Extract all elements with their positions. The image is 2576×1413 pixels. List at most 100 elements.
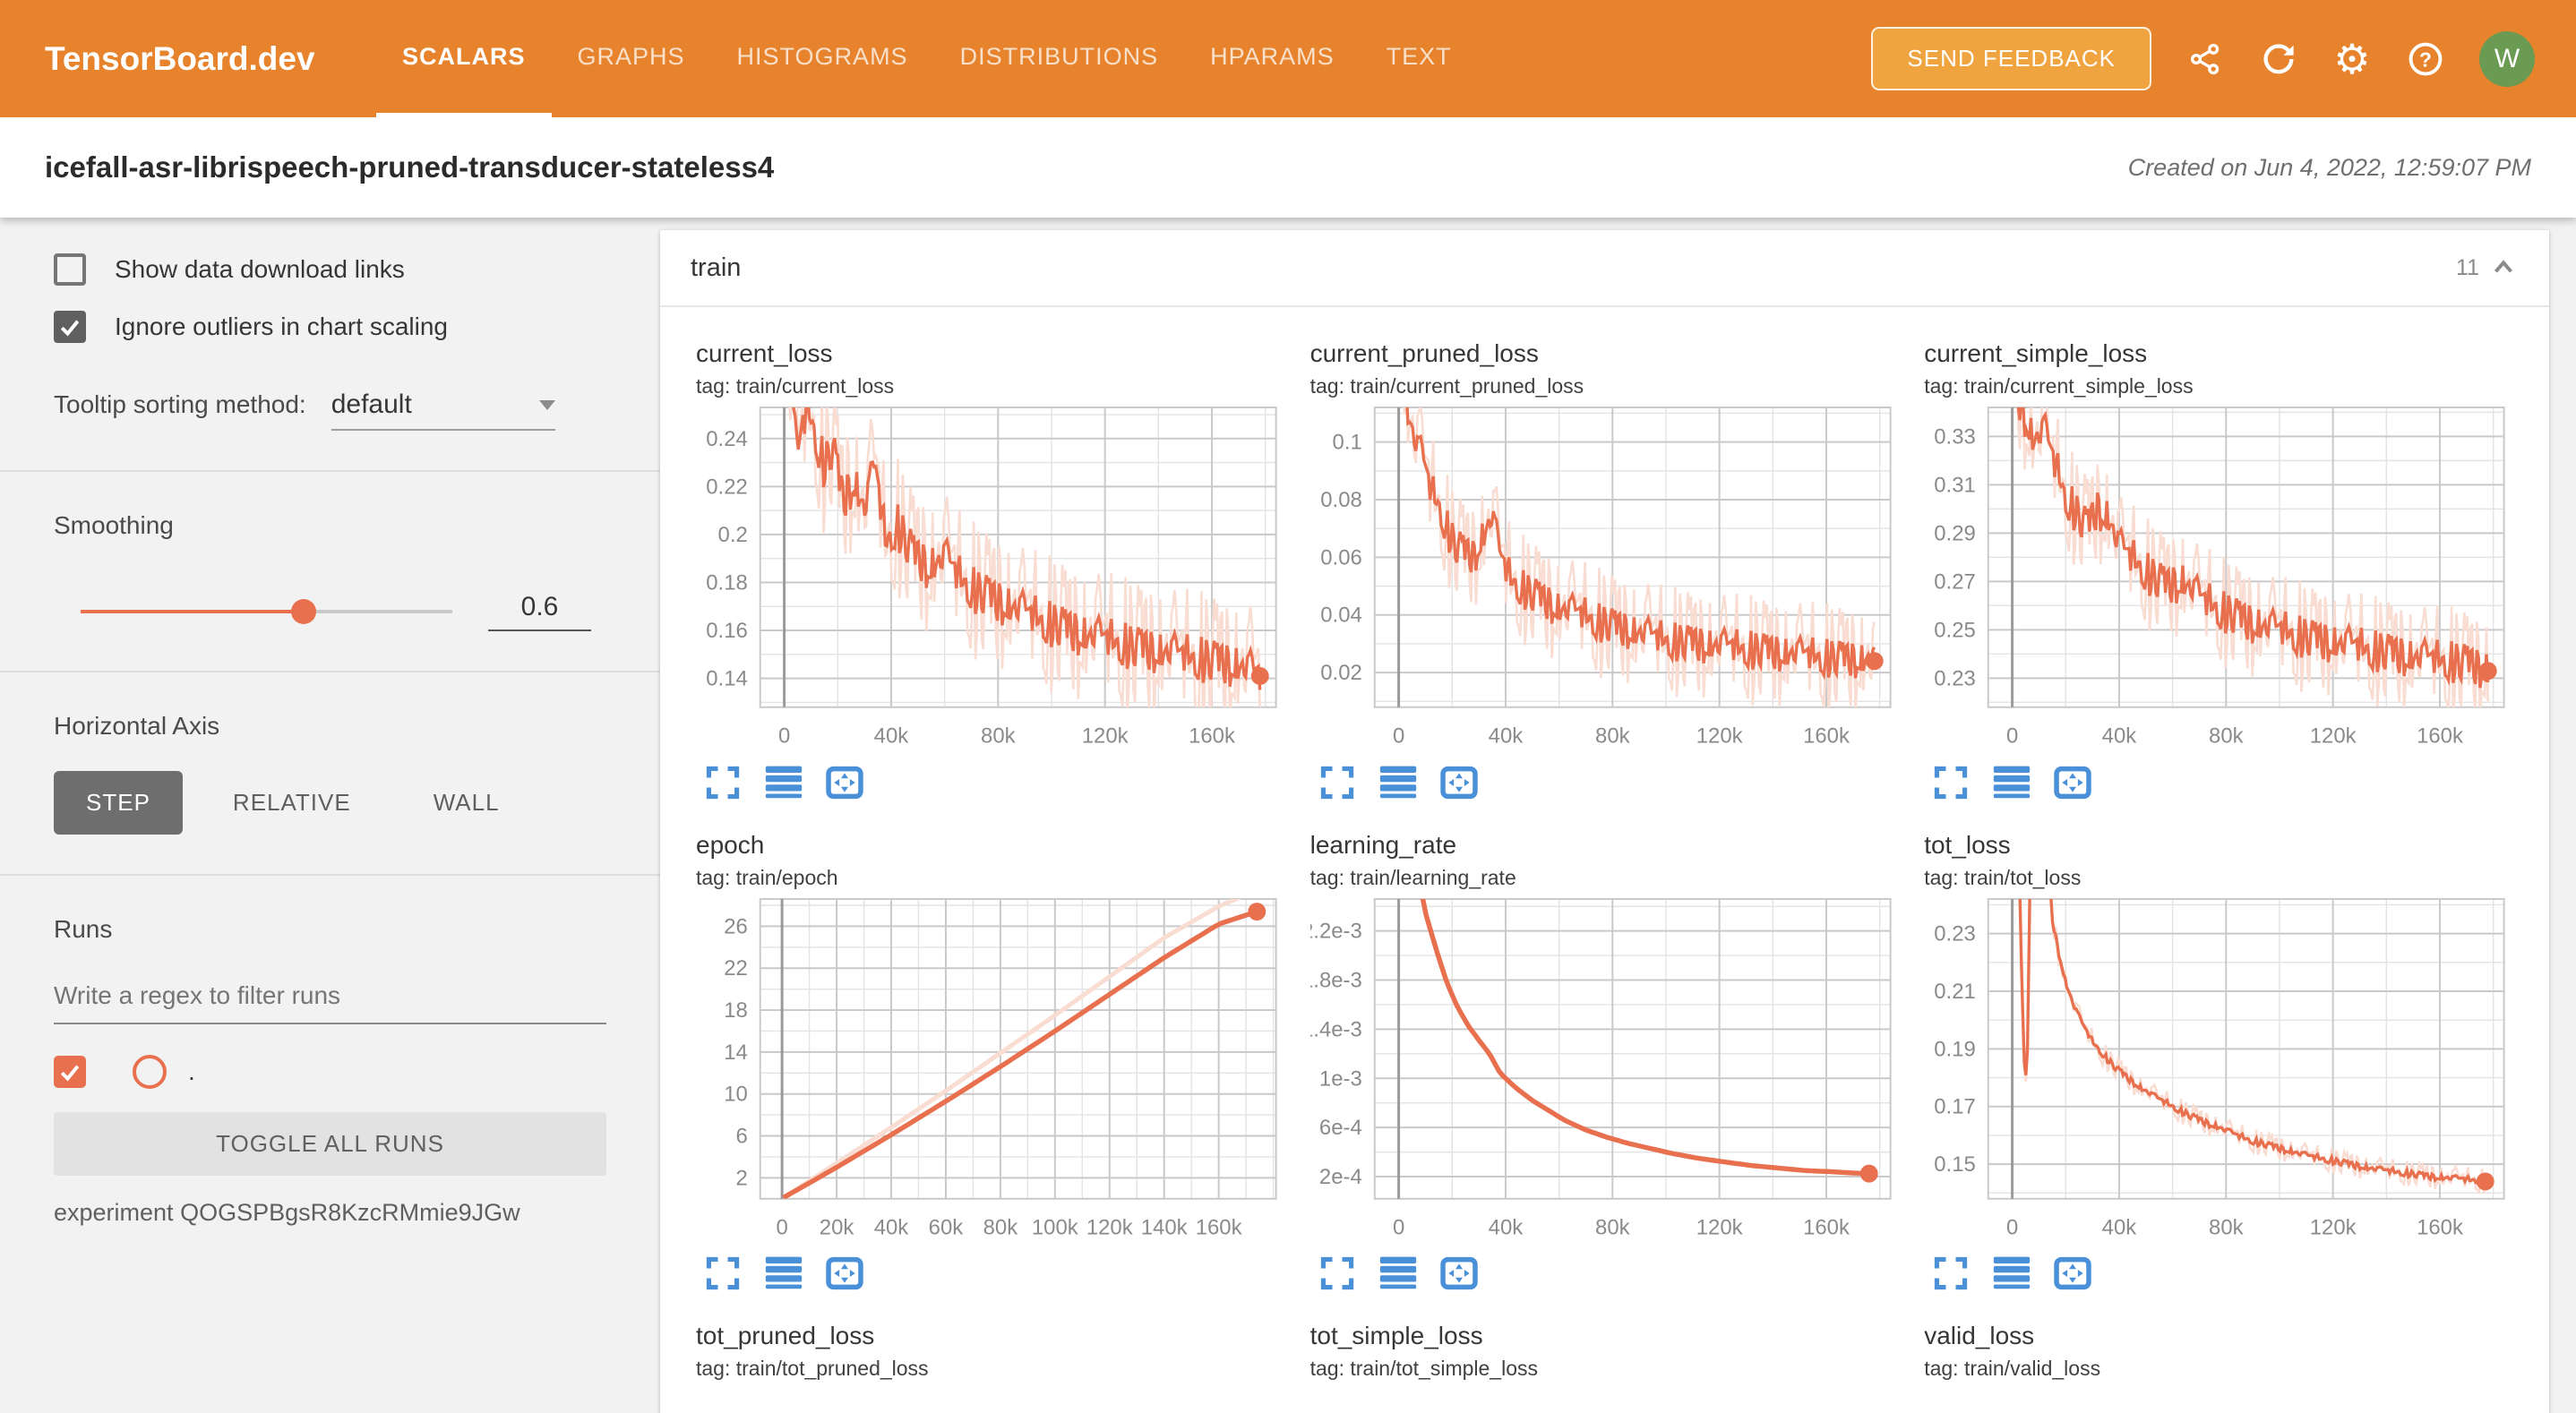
- chart-title: valid_loss: [1924, 1322, 2035, 1350]
- chart-plot[interactable]: 0 40k 80k 120k 160k 0.15 0.17 0.19 0.21 0.23: [1924, 895, 2513, 1253]
- tab-scalars[interactable]: SCALARS: [376, 0, 552, 117]
- tab-distributions[interactable]: DISTRIBUTIONS: [959, 42, 1159, 70]
- svg-text:6: 6: [735, 1124, 747, 1148]
- svg-text:80k: 80k: [1595, 1215, 1630, 1239]
- svg-text:160k: 160k: [1189, 724, 1235, 749]
- svg-text:0.31: 0.31: [1934, 473, 1976, 497]
- fullscreen-icon[interactable]: [1318, 1254, 1357, 1293]
- svg-text:80k: 80k: [2209, 1215, 2244, 1239]
- svg-text:0.02: 0.02: [1320, 661, 1362, 685]
- fit-domain-icon[interactable]: [825, 763, 864, 802]
- tab-histograms[interactable]: HISTOGRAMS: [736, 42, 908, 70]
- tab-text[interactable]: TEXT: [1386, 42, 1452, 70]
- svg-text:0.06: 0.06: [1320, 545, 1362, 569]
- svg-text:140k: 140k: [1141, 1215, 1188, 1239]
- svg-text:160k: 160k: [1803, 1215, 1850, 1239]
- help-icon[interactable]: ?: [2406, 39, 2445, 79]
- send-feedback-button[interactable]: SEND FEEDBACK: [1871, 27, 2151, 90]
- runs-regex-input[interactable]: [54, 971, 606, 1024]
- svg-text:120k: 120k: [1086, 1215, 1133, 1239]
- refresh-icon[interactable]: [2259, 39, 2298, 79]
- chart-title: tot_pruned_loss: [696, 1322, 875, 1350]
- chevron-up-icon[interactable]: [2488, 253, 2519, 283]
- chart-card-tot-pruned-loss: tot_pruned_loss tag: train/tot_pruned_lo…: [683, 1304, 1298, 1393]
- tooltip-sorting-dropdown[interactable]: default: [331, 390, 555, 431]
- svg-text:20k: 20k: [820, 1215, 854, 1239]
- data-table-icon[interactable]: [1378, 763, 1418, 802]
- data-table-icon[interactable]: [1992, 1254, 2031, 1293]
- fullscreen-icon[interactable]: [1318, 763, 1357, 802]
- fullscreen-icon[interactable]: [703, 1254, 743, 1293]
- svg-text:0.17: 0.17: [1934, 1094, 1976, 1118]
- svg-text:40k: 40k: [1488, 724, 1523, 749]
- settings-sidebar: Show data download links Ignore outliers…: [0, 218, 660, 1413]
- fullscreen-icon[interactable]: [1931, 763, 1971, 802]
- svg-text:1.8e-3: 1.8e-3: [1310, 968, 1362, 992]
- settings-gear-icon[interactable]: ⚙: [2333, 35, 2371, 82]
- checkbox-unchecked-icon[interactable]: [54, 253, 86, 286]
- share-icon[interactable]: [2185, 39, 2225, 79]
- svg-text:?: ?: [2419, 47, 2432, 71]
- axis-wall-button[interactable]: WALL: [401, 771, 532, 835]
- fullscreen-icon[interactable]: [703, 763, 743, 802]
- chart-card-current-pruned-loss: current_pruned_loss tag: train/current_p…: [1298, 321, 1912, 813]
- svg-text:18: 18: [724, 998, 748, 1023]
- fit-domain-icon[interactable]: [2053, 763, 2092, 802]
- run-checkbox-checked-icon[interactable]: [54, 1056, 86, 1088]
- fit-domain-icon[interactable]: [1439, 763, 1479, 802]
- chart-plot[interactable]: 0 40k 80k 120k 160k 0.14 0.16 0.18 0.2 0.22 0.24: [696, 404, 1285, 761]
- app-bar-actions: SEND FEEDBACK ⚙ ? W: [1871, 0, 2576, 117]
- svg-text:0.04: 0.04: [1320, 604, 1362, 628]
- svg-text:120k: 120k: [1696, 724, 1742, 749]
- toggle-all-runs-button[interactable]: TOGGLE ALL RUNS: [54, 1112, 606, 1176]
- smoothing-value[interactable]: 0.6: [488, 592, 591, 631]
- chart-title: current_pruned_loss: [1309, 339, 1539, 367]
- svg-text:0.25: 0.25: [1934, 618, 1976, 642]
- svg-text:60k: 60k: [929, 1215, 964, 1239]
- fit-domain-icon[interactable]: [2053, 1254, 2092, 1293]
- axis-relative-button[interactable]: RELATIVE: [201, 771, 383, 835]
- svg-text:120k: 120k: [2310, 724, 2357, 749]
- svg-text:14: 14: [724, 1040, 748, 1064]
- data-table-icon[interactable]: [764, 1254, 803, 1293]
- axis-step-button[interactable]: STEP: [54, 771, 183, 835]
- chart-card-learning-rate: learning_rate tag: train/learning_rate 0…: [1298, 813, 1912, 1305]
- fit-domain-icon[interactable]: [825, 1254, 864, 1293]
- user-avatar[interactable]: W: [2479, 30, 2535, 87]
- svg-text:0.23: 0.23: [1934, 666, 1976, 690]
- svg-text:0.14: 0.14: [706, 667, 748, 691]
- tab-hparams[interactable]: HPARAMS: [1210, 42, 1335, 70]
- checkbox-checked-icon[interactable]: [54, 311, 86, 343]
- svg-text:2.2e-3: 2.2e-3: [1310, 919, 1362, 943]
- slider-thumb[interactable]: [291, 599, 316, 624]
- chart-plot[interactable]: 0 40k 80k 120k 160k 2.2e-3 1.8e-3 1.4e-3 1e-3 6e-…: [1310, 895, 1900, 1253]
- data-table-icon[interactable]: [1378, 1254, 1418, 1293]
- show-download-links-label: Show data download links: [115, 255, 405, 283]
- app-logo[interactable]: TensorBoard.dev: [45, 39, 315, 77]
- chart-plot[interactable]: 0 40k 80k 120k 160k 0.23 0.25 0.27 0.29 0.31 0.33: [1924, 404, 2513, 761]
- smoothing-slider[interactable]: [81, 599, 452, 624]
- svg-text:1e-3: 1e-3: [1319, 1066, 1362, 1091]
- data-table-icon[interactable]: [1992, 763, 2031, 802]
- show-download-links-checkbox-row[interactable]: Show data download links: [54, 253, 606, 286]
- svg-text:0.22: 0.22: [706, 475, 748, 499]
- run-color-circle-icon[interactable]: [133, 1055, 167, 1089]
- experiment-id: experiment QOGSPBgsR8KzcRMmie9JGw: [54, 1199, 520, 1226]
- fullscreen-icon[interactable]: [1931, 1254, 1971, 1293]
- chart-tag: tag: train/tot_simple_loss: [1309, 1357, 1538, 1381]
- tab-graphs[interactable]: GRAPHS: [577, 42, 685, 70]
- chart-card-valid-loss: valid_loss tag: train/valid_loss: [1911, 1304, 2526, 1393]
- data-table-icon[interactable]: [764, 763, 803, 802]
- chart-plot[interactable]: 0 40k 80k 120k 160k 0.02 0.04 0.06 0.08 0.1: [1310, 404, 1900, 761]
- chart-tag: tag: train/current_pruned_loss: [1309, 374, 1584, 398]
- ignore-outliers-checkbox-row[interactable]: Ignore outliers in chart scaling: [54, 311, 606, 343]
- svg-text:0.27: 0.27: [1934, 569, 1976, 594]
- train-section-header[interactable]: train 11: [660, 230, 2549, 307]
- chart-plot[interactable]: 0 20k 40k 60k 80k 100k 120k 140k 160k 2 6 10 14 18 22 2…: [696, 895, 1285, 1253]
- tooltip-sorting-label: Tooltip sorting method:: [54, 390, 306, 418]
- sidebar-divider: [0, 671, 660, 672]
- svg-text:160k: 160k: [2417, 1215, 2463, 1239]
- fit-domain-icon[interactable]: [1439, 1254, 1479, 1293]
- svg-text:22: 22: [724, 956, 748, 981]
- chart-tag: tag: train/epoch: [696, 865, 838, 889]
